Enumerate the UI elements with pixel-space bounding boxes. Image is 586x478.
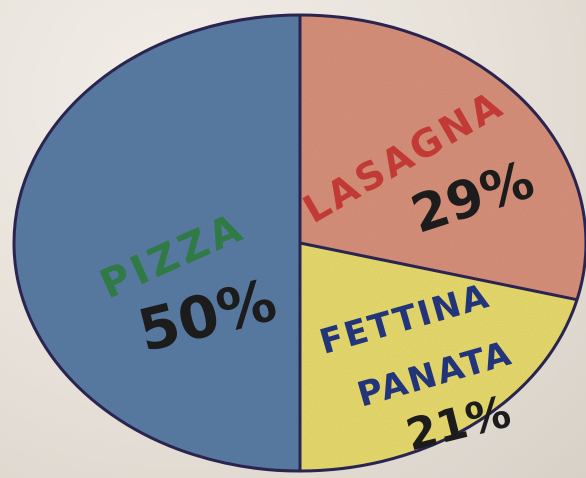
pie-slice-pizza: [14, 15, 300, 471]
pie-slice-lasagna: [300, 15, 586, 300]
pie-border: [12, 13, 586, 473]
slice-divider: [299, 241, 578, 302]
pie-outline: [12, 13, 586, 473]
pie-slice-fettina-panata: [300, 243, 578, 471]
pie-slices: [14, 15, 586, 471]
